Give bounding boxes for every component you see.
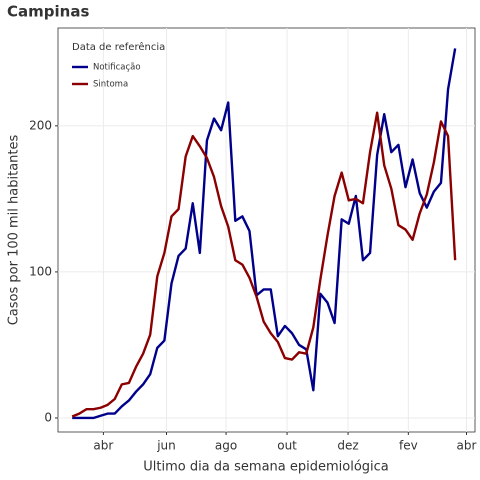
x-tick-label: out — [277, 439, 297, 453]
line-series — [71, 111, 457, 418]
x-tick-label: fev — [399, 439, 418, 453]
x-tick-label: ago — [215, 439, 237, 453]
x-tick-label: abr — [93, 439, 113, 453]
x-axis-label: Ultimo dia da semana epidemiológica — [143, 460, 389, 475]
legend-title: Data de referência — [72, 41, 165, 53]
x-tick-label: jun — [156, 439, 176, 453]
y-tick-label: 100 — [29, 264, 52, 278]
chart-title: Campinas — [7, 3, 89, 21]
x-tick-label: abr — [457, 439, 477, 453]
line-series — [72, 48, 457, 420]
y-tick-label: 0 — [44, 410, 52, 424]
legend-label: Sintoma — [93, 80, 128, 90]
y-axis-label: Casos por 100 mil habitantes — [7, 134, 22, 325]
x-tick-label: dez — [337, 439, 358, 453]
legend-label: Notificação — [93, 63, 141, 73]
y-tick-label: 200 — [29, 118, 52, 132]
